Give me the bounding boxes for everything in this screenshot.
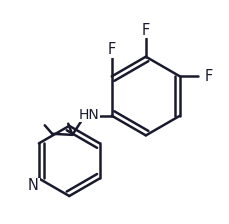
Text: HN: HN <box>79 108 99 122</box>
Text: F: F <box>141 23 149 38</box>
Text: F: F <box>107 42 115 57</box>
Text: F: F <box>204 69 212 84</box>
Text: N: N <box>28 179 39 193</box>
